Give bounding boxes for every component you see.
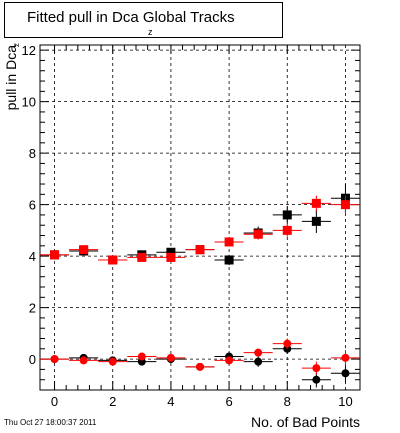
x-tick-label: 0 (51, 394, 58, 409)
data-point-square (166, 247, 176, 257)
x-tick-label: 4 (167, 394, 174, 409)
data-point-square (166, 252, 176, 262)
data-point-circle (341, 369, 350, 378)
data-point-circle (254, 357, 263, 366)
data-point-circle (50, 355, 59, 364)
y-tick-label: 6 (29, 198, 36, 213)
plot-frame (39, 44, 361, 391)
data-point-square (50, 250, 60, 260)
data-point-square (340, 200, 350, 210)
y-axis-title: pull in Dca (3, 45, 19, 111)
data-point-square (224, 255, 234, 265)
x-tick-label: 10 (338, 394, 352, 409)
data-point-circle (254, 348, 263, 357)
y-tick-label: 2 (29, 301, 36, 316)
timestamp-footer: Thu Oct 27 18:00:37 2011 (4, 418, 97, 427)
data-point-square (137, 252, 147, 262)
x-tick-label: 8 (284, 394, 291, 409)
data-point-square (311, 198, 321, 208)
data-point-square (195, 245, 205, 255)
x-tick-label: 6 (225, 394, 232, 409)
data-point-square (224, 237, 234, 247)
data-point-circle (312, 375, 321, 384)
data-point-square (253, 229, 263, 239)
data-point-square (108, 255, 118, 265)
y-tick-label: 10 (22, 95, 36, 110)
data-point-circle (225, 356, 234, 365)
data-point-square (311, 216, 321, 226)
data-point-square (282, 210, 292, 220)
data-point-circle (108, 357, 117, 366)
data-point-circle (341, 353, 350, 362)
y-tick-label: 8 (29, 146, 36, 161)
data-point-circle (312, 364, 321, 373)
data-point-square (282, 225, 292, 235)
chart-title-subscript: z (148, 27, 153, 37)
y-tick-label: 4 (29, 249, 36, 264)
y-axis-title-subscript: z (12, 43, 21, 47)
data-point-circle (137, 352, 146, 361)
data-point-circle (166, 353, 175, 362)
data-point-circle (283, 339, 292, 348)
x-axis-title: No. of Bad Points (251, 414, 360, 430)
data-point-circle (79, 356, 88, 365)
data-point-circle (196, 362, 204, 371)
x-tick-label: 2 (109, 394, 116, 409)
y-tick-label: 0 (29, 352, 36, 367)
chart-title-box: Fitted pull in Dca Global Tracks z (4, 2, 283, 38)
y-tick-label: 12 (22, 43, 36, 58)
chart-title: Fitted pull in Dca Global Tracks (27, 9, 235, 26)
data-point-square (79, 245, 89, 255)
